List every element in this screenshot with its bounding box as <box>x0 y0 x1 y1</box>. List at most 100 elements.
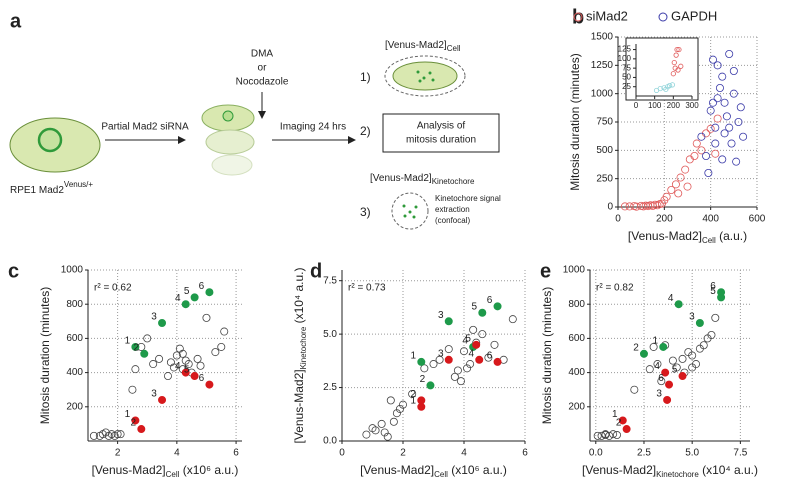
point-label: 6 <box>487 351 493 362</box>
label-sub: Cell <box>166 470 180 479</box>
panel-label: d <box>310 260 322 282</box>
cell <box>211 154 253 176</box>
point <box>653 360 662 369</box>
y-tick-label: 7.5 <box>323 275 337 286</box>
point <box>671 59 677 66</box>
point <box>140 349 149 358</box>
point <box>605 431 614 440</box>
y-tick-label: 600 <box>66 333 83 344</box>
point <box>205 288 214 297</box>
label-unit: (x10⁶ a.u.) <box>448 463 507 477</box>
point <box>377 419 386 428</box>
point <box>420 364 429 373</box>
x-tick-label: 0 <box>339 448 345 459</box>
point <box>713 114 722 123</box>
label-unit: (a.u.) <box>716 229 747 243</box>
point-label: 3 <box>151 389 157 400</box>
point <box>713 94 722 103</box>
point <box>89 431 98 440</box>
x-tick-label: 4 <box>461 448 467 459</box>
point <box>697 132 706 141</box>
point <box>380 428 389 437</box>
point-label: 5 <box>672 365 678 376</box>
point <box>675 67 681 73</box>
y-tick-label: 200 <box>568 401 585 412</box>
point <box>663 395 672 404</box>
point <box>490 340 499 349</box>
point <box>717 288 726 297</box>
point <box>190 372 199 381</box>
label-text: [Venus-Mad2] <box>360 463 434 477</box>
y-label: Mitosis duration (minutes) <box>38 287 52 424</box>
point <box>708 98 717 107</box>
point <box>718 72 727 81</box>
point <box>469 325 478 334</box>
x-tick-label: 7.5 <box>733 448 747 459</box>
point-label: 2 <box>133 342 139 353</box>
point <box>663 86 669 92</box>
panel-label: a <box>10 10 22 32</box>
y-tick-label: 1250 <box>591 60 614 71</box>
point <box>172 351 181 360</box>
point-label: 6 <box>658 373 664 384</box>
point <box>466 360 475 369</box>
point <box>665 380 674 389</box>
point <box>681 165 690 174</box>
point <box>444 355 453 364</box>
point <box>475 355 484 364</box>
point <box>630 385 639 394</box>
point <box>508 315 517 324</box>
point <box>734 118 743 127</box>
y-tick-label: 800 <box>568 299 585 310</box>
point <box>116 430 125 439</box>
x-tick-label: 200 <box>667 101 681 110</box>
label-text: [Venus-Mad2] <box>582 463 656 477</box>
x-tick-label: 5.0 <box>685 448 699 459</box>
point <box>217 342 226 351</box>
nucleus <box>37 127 63 153</box>
point <box>155 354 164 363</box>
point <box>708 55 717 64</box>
point <box>417 396 426 405</box>
point <box>392 409 401 418</box>
point <box>699 341 708 350</box>
point <box>674 189 683 198</box>
point <box>725 123 734 132</box>
y-tick-label: 200 <box>66 401 83 412</box>
point <box>720 98 729 107</box>
y-tick-label: 100 <box>618 54 632 63</box>
point <box>137 425 146 434</box>
point-label: 6 <box>710 281 716 292</box>
point <box>668 356 677 365</box>
label-sub: Kinetochore <box>299 326 308 369</box>
x-tick-label: 0 <box>615 214 621 225</box>
point-label: 4 <box>175 361 181 372</box>
point <box>618 416 627 425</box>
point-label: 3 <box>689 312 695 323</box>
box-text: mitosis duration <box>406 135 476 146</box>
y-tick-label: 1500 <box>591 32 614 43</box>
point <box>732 157 741 166</box>
outline <box>391 192 429 230</box>
y-tick-label: 600 <box>568 333 585 344</box>
point <box>456 377 465 386</box>
point-label: 2 <box>616 418 622 429</box>
label-text: Mitosis duration (minutes) <box>568 53 582 190</box>
point <box>657 85 663 92</box>
x-tick-label: 0.0 <box>589 448 603 459</box>
label-text: Mitosis duration (minutes) <box>38 287 52 424</box>
point <box>657 377 666 386</box>
point <box>395 404 404 413</box>
point <box>205 380 214 389</box>
label-text: [Venus-Mad2] <box>292 369 306 443</box>
annotation: r² = 0.82 <box>596 283 634 294</box>
text: Kinetochore <box>432 177 475 186</box>
inset-frame <box>625 37 699 101</box>
y-tick-label: 1000 <box>591 88 614 99</box>
point <box>727 139 736 148</box>
point <box>493 302 502 311</box>
cell-label: RPE1 Mad2Venus/+ <box>10 180 93 196</box>
kinetochores <box>402 204 418 219</box>
label-text: [Venus-Mad2] <box>628 229 702 243</box>
point <box>149 360 158 369</box>
